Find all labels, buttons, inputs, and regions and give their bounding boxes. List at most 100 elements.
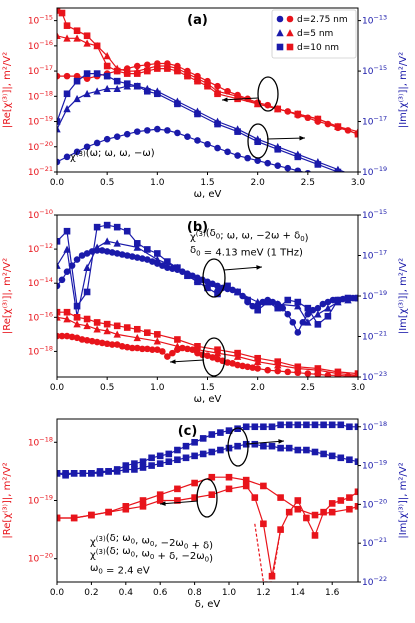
data-point-6-16 (128, 344, 136, 352)
right-tick-label: 10−15 (362, 64, 387, 77)
data-point-3-3 (73, 72, 81, 80)
x-tick-label: 0.2 (84, 588, 98, 598)
arrow-c-right-head (278, 439, 284, 444)
x-tick-label: 0.0 (50, 588, 65, 598)
legend-marker-red (286, 15, 294, 23)
right-tick-label: 10−21 (362, 330, 387, 343)
data-point-3-28 (189, 272, 196, 280)
annotation-formula-c2: χ(3)(δ; ω0, ω0 + δ, −2ω0) (90, 546, 213, 565)
data-point-3-19 (303, 514, 310, 522)
data-point-6-7 (83, 337, 91, 344)
data-point-2-4 (83, 39, 91, 47)
data-point-3-35 (224, 285, 231, 293)
data-point-3-22 (159, 262, 166, 269)
data-point-5-7 (113, 330, 121, 338)
data-point-5-3 (73, 320, 81, 328)
data-point-6-16 (204, 140, 211, 148)
data-point-3-23 (337, 497, 345, 504)
data-point-5-7 (113, 84, 121, 93)
data-point-3-10 (144, 61, 151, 69)
legend: d=2.75 nm d=5 nm d=10 nm (271, 9, 357, 59)
x-tick-label: 1.0 (222, 588, 237, 598)
data-point-4-7 (113, 77, 121, 85)
data-point-2-17 (304, 318, 312, 326)
chart-panel-3: 0.0 0.2 0.4 0.6 0.8 1.0 1.2 1.4 1.6 δ, eV 10−20 10−… (2, 418, 409, 610)
data-point-3-26 (179, 268, 186, 276)
legend-marker-red (286, 43, 294, 51)
data-point-3-1 (57, 72, 61, 80)
arrow-b-left-head (170, 359, 176, 365)
data-point-2-25 (260, 442, 267, 450)
x-tick-label: 1.0 (150, 383, 165, 393)
data-point-1-18 (199, 435, 207, 442)
data-point-3-21 (154, 260, 161, 267)
data-point-6-29 (194, 349, 201, 357)
data-point-3-7 (113, 67, 121, 75)
annotation-formula-c1: χ(3)(δ; ω0, ω0, −2ω0 + δ) (90, 533, 213, 552)
data-point-2-17 (213, 87, 222, 95)
data-point-2-6 (103, 52, 111, 60)
data-point-6-11 (103, 340, 111, 348)
data-point-3-45 (274, 300, 282, 308)
data-point-2-15 (174, 456, 181, 464)
data-point-6-9 (133, 128, 141, 135)
data-point-5-11 (153, 87, 162, 95)
data-point-2-36 (354, 458, 358, 465)
data-point-4-7 (113, 322, 121, 330)
data-point-3-55 (324, 298, 332, 306)
data-point-3-18 (294, 497, 302, 504)
data-point-2-16 (182, 454, 190, 462)
data-point-3-19 (144, 256, 151, 263)
data-point-5-13 (193, 107, 202, 115)
data-point-3-38 (239, 292, 246, 300)
data-point-2-18 (199, 450, 207, 458)
data-point-3-58 (339, 295, 347, 303)
data-point-6-3 (73, 148, 81, 156)
left-tick-label: 10−19 (28, 494, 53, 507)
data-point-6-13 (113, 341, 121, 348)
data-point-1-1 (57, 8, 61, 14)
data-point-1-28 (324, 312, 332, 320)
panel-label: (c) (178, 424, 198, 439)
series-line-3 (57, 62, 358, 135)
data-point-6-19 (144, 345, 151, 353)
data-point-2-6 (96, 470, 104, 477)
data-point-5-4 (83, 89, 91, 98)
data-point-2-2 (63, 245, 71, 253)
data-point-6-24 (169, 349, 176, 357)
data-point-2-9 (133, 67, 141, 75)
right-axis-label: |Im[χ⁽³⁾]|, m²/V² (398, 462, 409, 538)
data-point-4-8 (174, 485, 181, 493)
data-point-2-22 (234, 442, 241, 450)
right-axis-label: |Im[χ⁽³⁾]|, m²/V² (398, 258, 409, 334)
legend-entry-label: d=10 nm (297, 43, 339, 53)
data-point-4-6 (139, 497, 147, 504)
data-point-2-4 (79, 470, 87, 477)
right-tick-label: 10−23 (362, 370, 387, 383)
data-point-6-36 (229, 360, 236, 367)
data-point-2-19 (208, 448, 216, 456)
arrow-b-right (223, 266, 263, 271)
data-point-5-1 (57, 313, 61, 321)
data-point-5-5 (93, 87, 101, 95)
data-point-1-10 (144, 246, 151, 253)
data-point-4-17 (328, 508, 336, 516)
data-point-5-8 (123, 82, 131, 90)
data-point-1-24 (251, 423, 259, 431)
data-point-3-2 (63, 72, 71, 80)
x-tick-label: 0.0 (50, 383, 65, 393)
data-point-5-12 (213, 349, 222, 357)
x-tick-label: 3.0 (351, 178, 366, 188)
data-point-3-8 (123, 65, 131, 72)
x-tick-label: 1.2 (256, 588, 270, 598)
data-point-5-12 (173, 97, 182, 105)
data-point-3-48 (289, 319, 297, 326)
data-point-1-8 (123, 227, 131, 235)
data-point-6-27 (315, 172, 322, 179)
data-point-2-35 (346, 456, 353, 464)
data-point-3-24 (346, 494, 353, 501)
data-point-4-18 (346, 505, 353, 513)
data-point-3-6 (78, 252, 86, 259)
data-point-3-4 (83, 75, 91, 82)
